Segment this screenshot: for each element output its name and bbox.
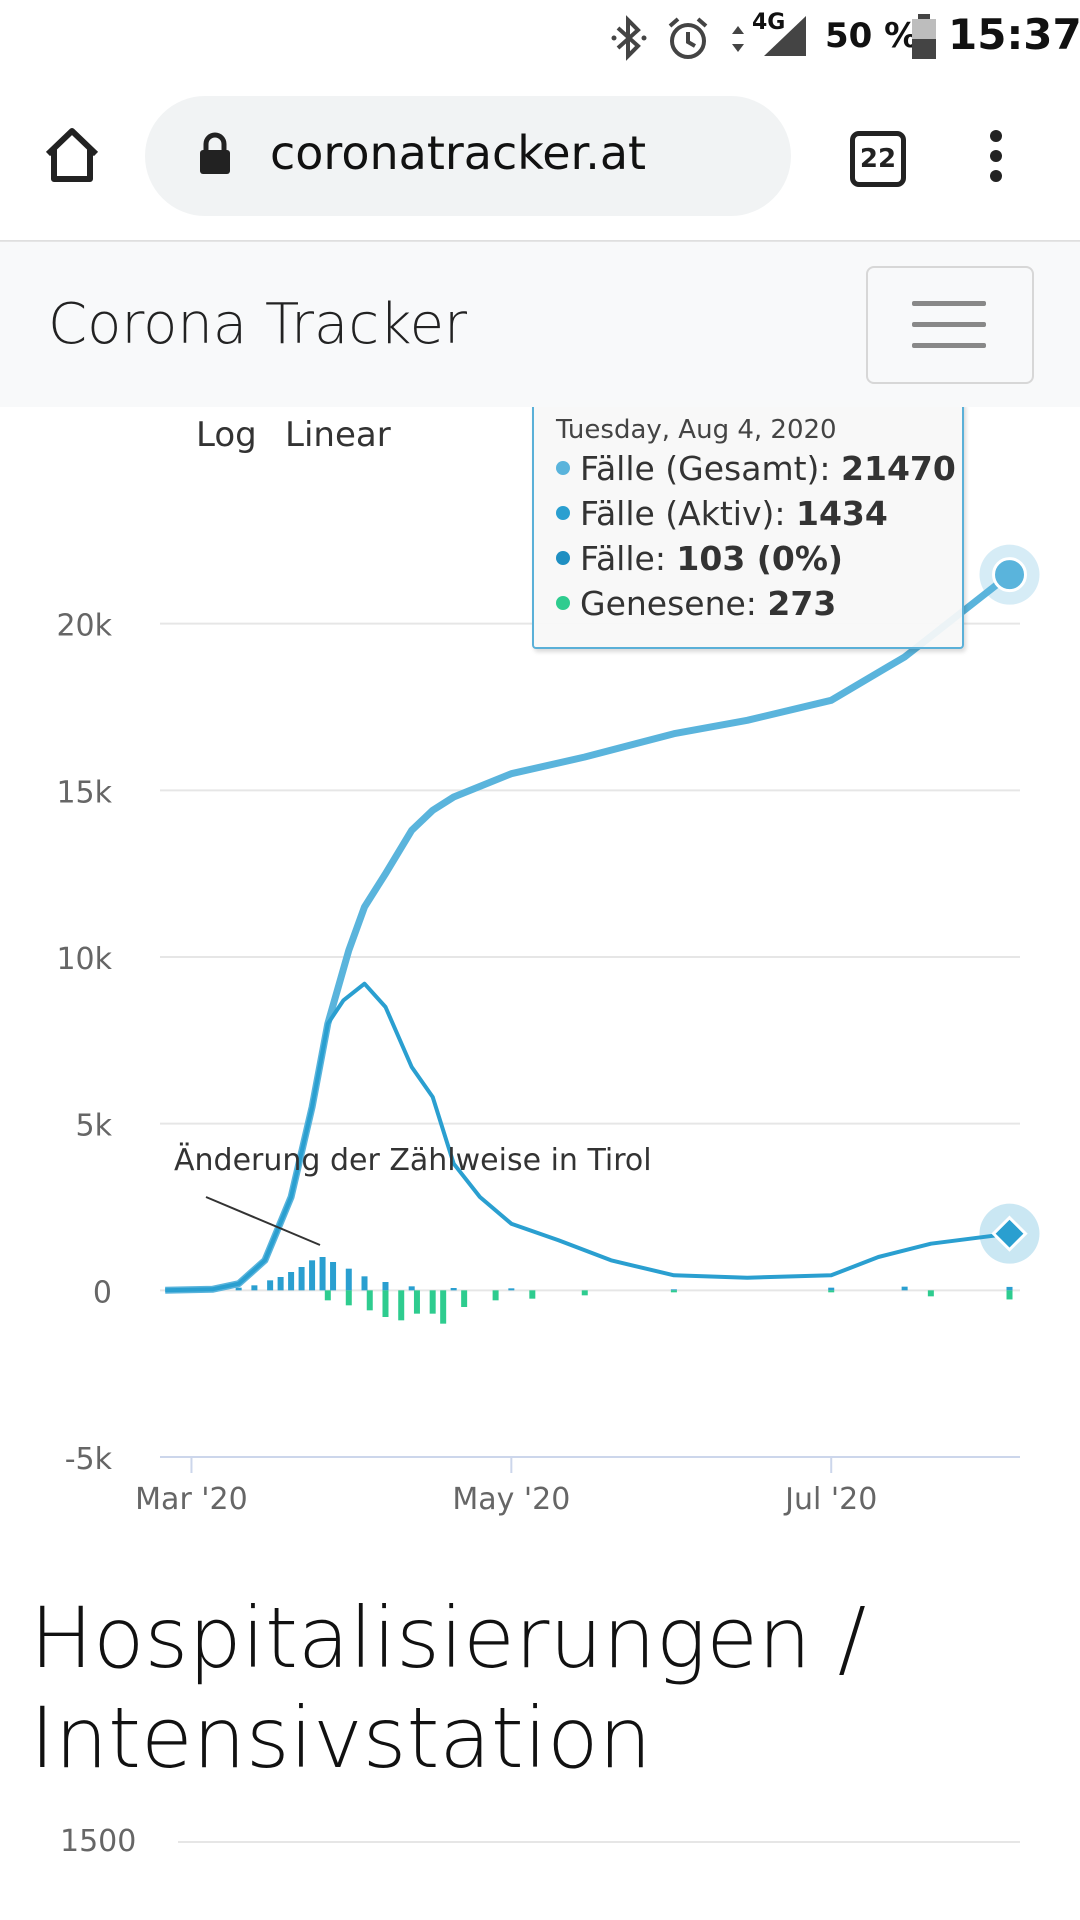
- legend-dot-active: [556, 505, 570, 520]
- legend-dot-recovered: [556, 595, 570, 610]
- bluetooth-icon: [611, 15, 647, 61]
- bar: [440, 1290, 447, 1324]
- bar: [345, 1290, 352, 1306]
- y-tick-label: -5k: [65, 1442, 113, 1477]
- legend-dot-total: [556, 460, 570, 475]
- bar: [235, 1287, 242, 1291]
- section-title-line: Intensivstation: [30, 1689, 652, 1787]
- tooltip-value: 103 (0%): [676, 539, 843, 578]
- alarm-icon: [668, 17, 708, 59]
- bar: [330, 1262, 337, 1291]
- log-scale-button[interactable]: Log: [196, 415, 257, 455]
- bar: [901, 1286, 908, 1291]
- annotation-pointer: [205, 1196, 321, 1246]
- y-tick-label: 5k: [76, 1109, 113, 1144]
- series-line: [165, 571, 1012, 1294]
- battery-percent: 50 %: [825, 16, 919, 56]
- network-type: 4G: [752, 10, 786, 35]
- bar: [1006, 1290, 1013, 1300]
- bar: [508, 1288, 515, 1291]
- bar: [429, 1290, 436, 1314]
- bar: [361, 1276, 368, 1291]
- tooltip-row-active: Fälle (Aktiv): 1434: [556, 494, 888, 533]
- series-line: [165, 981, 1010, 1293]
- cases-chart-svg: -5k 0 5k 10k 15k 20k Mar '20 May '20 Jul '20: [56, 544, 1040, 1517]
- y-tick-label: 15k: [56, 775, 112, 810]
- lock-icon: [200, 132, 230, 174]
- tooltip-row-new: Fälle: 103 (0%): [556, 539, 843, 578]
- bar: [324, 1290, 331, 1301]
- legend-dot-new: [556, 550, 570, 565]
- url-text: coronatracker.at: [270, 126, 647, 180]
- bar: [251, 1285, 258, 1291]
- linear-scale-button[interactable]: Linear: [285, 415, 391, 455]
- battery-icon: [912, 14, 936, 59]
- bar: [382, 1282, 389, 1291]
- data-arrows-icon: [732, 26, 744, 52]
- tooltip-label: Fälle:: [580, 539, 677, 578]
- bar: [1006, 1286, 1013, 1291]
- section-title-hospital: Hospitalisierungen / Intensivstation: [30, 1588, 1050, 1788]
- site-brand[interactable]: Corona Tracker: [48, 292, 468, 357]
- bar: [298, 1267, 305, 1291]
- status-bar: 4G 50 % 15:37: [0, 0, 1080, 76]
- bar: [408, 1286, 415, 1291]
- chart-annotation: Änderung der Zählweise in Tirol: [174, 1143, 652, 1178]
- site-navbar: Corona Tracker: [0, 242, 1080, 407]
- y-tick-label: 20k: [56, 609, 112, 644]
- bar: [398, 1290, 405, 1321]
- hamburger-bar-bottom: [912, 343, 986, 348]
- tabs-button[interactable]: 22: [850, 131, 906, 187]
- bar: [309, 1260, 316, 1291]
- bar: [670, 1290, 677, 1293]
- bar: [529, 1290, 536, 1299]
- clock: 15:37: [948, 10, 1080, 59]
- bar: [450, 1288, 457, 1291]
- tooltip-date: Tuesday, Aug 4, 2020: [556, 415, 837, 445]
- y-tick-label: 0: [93, 1275, 112, 1310]
- hamburger-bar-middle: [912, 322, 986, 327]
- tooltip-label: Fälle (Gesamt):: [580, 449, 842, 488]
- bar: [492, 1290, 499, 1301]
- browser-toolbar: coronatracker.at 22: [0, 76, 1080, 240]
- tooltip-label: Genesene:: [580, 584, 768, 623]
- x-tick-label: Jul '20: [783, 1482, 877, 1517]
- tooltip-value: 273: [767, 584, 837, 623]
- section-title-line: Hospitalisierungen /: [30, 1589, 867, 1687]
- bar: [828, 1290, 835, 1293]
- hospital-chart-ytick: 1500: [60, 1824, 137, 1859]
- navbar-toggler-button[interactable]: [866, 266, 1034, 384]
- bar: [461, 1290, 468, 1307]
- bar: [670, 1289, 677, 1291]
- x-tick-label: Mar '20: [135, 1482, 248, 1517]
- bar: [382, 1290, 389, 1317]
- bar: [277, 1277, 284, 1291]
- tooltip-value: 1434: [795, 494, 888, 533]
- tooltip-value: 21470: [841, 449, 956, 488]
- overflow-menu-icon[interactable]: [986, 128, 1006, 184]
- home-icon[interactable]: [42, 126, 102, 184]
- bar: [366, 1290, 373, 1311]
- x-tick-label: May '20: [452, 1482, 570, 1517]
- y-tick-label: 10k: [56, 942, 112, 977]
- chart-tooltip: Tuesday, Aug 4, 2020 Fälle (Gesamt): 214…: [532, 407, 964, 649]
- bar: [288, 1272, 295, 1291]
- tooltip-row-total: Fälle (Gesamt): 21470: [556, 449, 956, 488]
- tooltip-label: Fälle (Aktiv):: [580, 494, 796, 533]
- cases-chart: -5k 0 5k 10k 15k 20k Mar '20 May '20 Jul '20 Log…: [0, 407, 1080, 1540]
- bar: [581, 1290, 588, 1296]
- hospital-chart-gridline: [178, 1841, 1020, 1843]
- series-end-marker: [992, 557, 1028, 593]
- bar: [927, 1290, 934, 1297]
- address-bar[interactable]: coronatracker.at: [145, 96, 791, 216]
- signal-icon: [764, 16, 806, 56]
- bar: [267, 1280, 274, 1291]
- bar: [345, 1268, 352, 1291]
- bar: [828, 1287, 835, 1291]
- bar: [319, 1257, 326, 1291]
- tooltip-row-recovered: Genesene: 273: [556, 584, 836, 623]
- series-end-marker: [991, 1215, 1028, 1252]
- hamburger-icon: [912, 301, 986, 306]
- bar: [413, 1290, 420, 1314]
